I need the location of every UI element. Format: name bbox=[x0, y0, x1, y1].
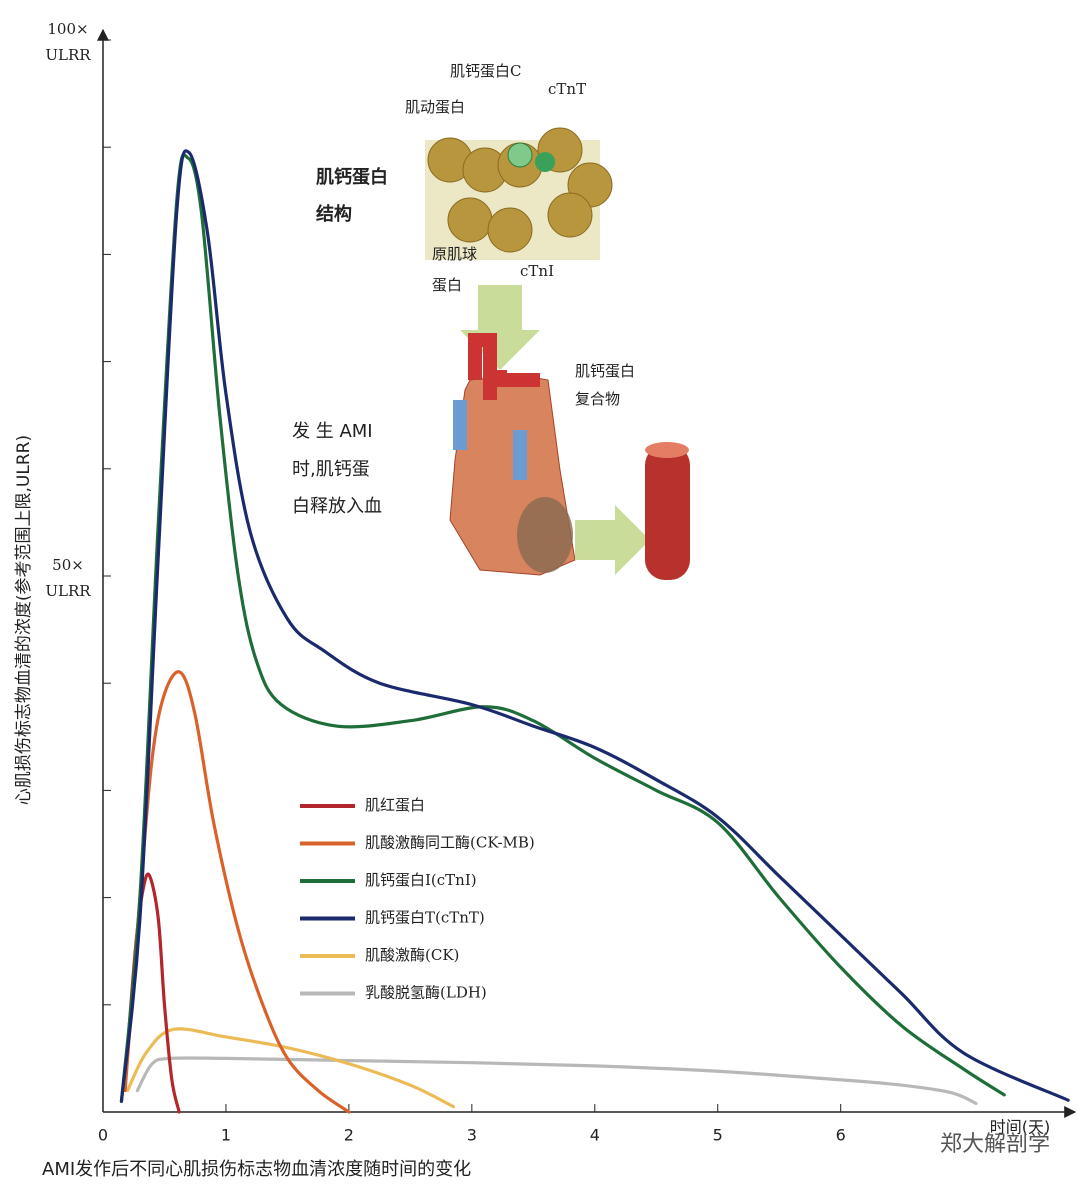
y-axis-label: 心肌损伤标志物血清的浓度(参考范围上限,ULRR) bbox=[14, 435, 34, 805]
x-tick-label: 6 bbox=[836, 1126, 846, 1145]
legend-label: 肌酸激酶(CK) bbox=[365, 946, 459, 964]
line bbox=[119, 153, 1006, 1103]
x-tick-label: 3 bbox=[467, 1126, 477, 1145]
label: 肌钙蛋白C bbox=[450, 62, 521, 80]
chart-title: AMI发作后不同心肌损伤标志物血清浓度随时间的变化 bbox=[42, 1159, 471, 1180]
label: 时,肌钙蛋 bbox=[292, 459, 370, 480]
label: 发 生 AMI bbox=[292, 421, 373, 442]
x-tick-label: 4 bbox=[590, 1126, 600, 1145]
x-tick-label: 2 bbox=[344, 1126, 354, 1145]
label: 肌钙蛋白 bbox=[575, 362, 635, 380]
label: 结构 bbox=[316, 203, 352, 225]
watermark: 郑大解剖学 bbox=[940, 1132, 1050, 1157]
line bbox=[135, 1056, 978, 1106]
y-tick-label: 100× ULRR bbox=[45, 20, 91, 64]
legend-label: 肌红蛋白 bbox=[365, 796, 425, 814]
legend-label: 肌酸激酶同工酶(CK-MB) bbox=[365, 834, 535, 852]
label: 肌动蛋白 bbox=[405, 98, 465, 116]
label: 原肌球 bbox=[432, 245, 477, 263]
label: 复合物 bbox=[575, 390, 620, 408]
y-tick-label: 50× ULRR bbox=[45, 556, 91, 600]
label: cTnI bbox=[520, 262, 554, 280]
legend-label: 肌钙蛋白T(cTnT) bbox=[365, 909, 485, 927]
label: 白释放入血 bbox=[292, 496, 382, 517]
label: cTnT bbox=[548, 80, 586, 98]
x-tick-label: 0 bbox=[98, 1126, 108, 1145]
line bbox=[123, 670, 351, 1114]
line bbox=[125, 1027, 456, 1109]
label: 蛋白 bbox=[432, 276, 462, 294]
x-tick-label: 1 bbox=[221, 1126, 231, 1145]
legend-label: 乳酸脱氢酶(LDH) bbox=[365, 984, 487, 1002]
x-axis-label: 时间(天) bbox=[990, 1118, 1051, 1137]
label: 肌钙蛋白 bbox=[316, 166, 388, 188]
line bbox=[119, 149, 1070, 1103]
illustration bbox=[425, 127, 690, 580]
legend-label: 肌钙蛋白I(cTnI) bbox=[365, 871, 477, 889]
x-tick-label: 5 bbox=[713, 1126, 723, 1145]
